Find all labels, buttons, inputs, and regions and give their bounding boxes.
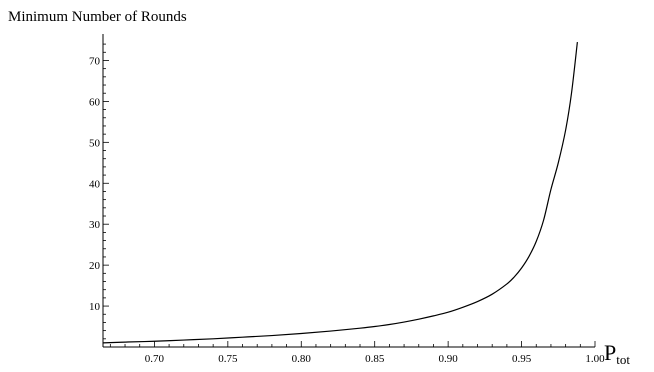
tick-labels: 0.70 0.75 0.80 0.85 0.90 0.95 1.00 10 20 30 40 50 60… <box>89 55 605 365</box>
y-tick-label: 10 <box>89 301 101 313</box>
x-axis-title-main: P <box>604 340 616 365</box>
series-line <box>102 41 578 344</box>
x-axis-title: Ptot <box>604 340 630 367</box>
x-axis-title-subscript: tot <box>616 352 630 367</box>
y-tick-label: 20 <box>89 260 101 272</box>
x-tick-label: 1.00 <box>585 353 605 365</box>
y-tick-label: 60 <box>89 96 101 108</box>
x-tick-label: 0.85 <box>365 353 385 365</box>
y-tick-label: 40 <box>89 178 101 190</box>
x-tick-label: 0.95 <box>512 353 532 365</box>
y-tick-label: 70 <box>89 55 101 67</box>
x-tick-label: 0.75 <box>218 353 238 365</box>
x-tick-label: 0.80 <box>292 353 312 365</box>
y-tick-label: 30 <box>89 219 101 231</box>
y-axis-title: Minimum Number of Rounds <box>8 9 187 25</box>
x-tick-label: 0.70 <box>145 353 165 365</box>
axes <box>102 34 595 348</box>
y-tick-label: 50 <box>89 137 101 149</box>
x-tick-label: 0.90 <box>439 353 459 365</box>
ticks <box>103 43 596 347</box>
